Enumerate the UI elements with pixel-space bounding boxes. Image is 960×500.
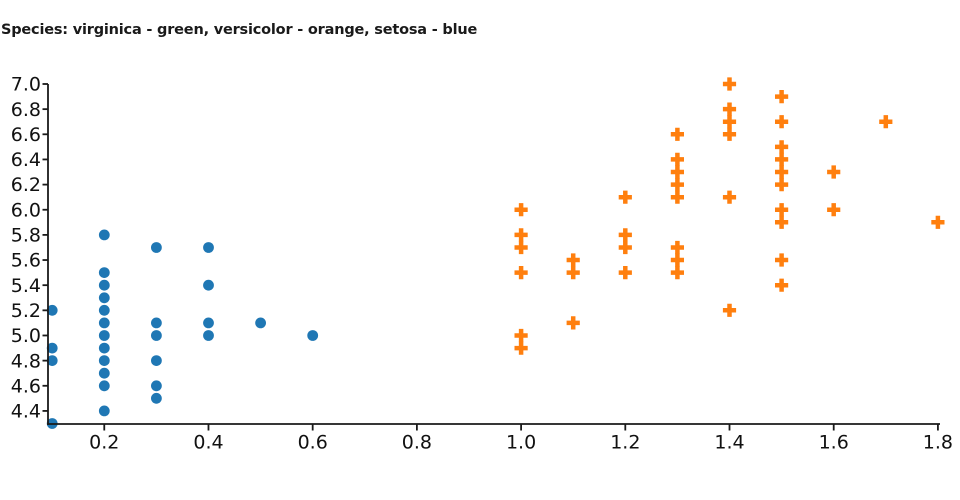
setosa-point	[46, 342, 58, 354]
versicolor-point	[775, 152, 789, 166]
versicolor-point	[722, 127, 737, 141]
y-tick-label: 6.8	[11, 99, 41, 121]
y-tick-label: 5.6	[11, 250, 41, 272]
versicolor-point	[722, 77, 737, 91]
versicolor-point	[775, 278, 789, 292]
y-tick-label: 6.4	[11, 149, 41, 171]
setosa-point	[46, 304, 58, 316]
versicolor-point	[722, 303, 737, 317]
versicolor-point	[775, 253, 789, 267]
versicolor-point	[514, 341, 528, 355]
setosa-point	[98, 267, 110, 278]
x-tick-label: 0.4	[193, 432, 223, 454]
y-tick-label: 5.0	[11, 325, 41, 347]
versicolor-point	[514, 228, 528, 242]
y-tick-label: 5.8	[11, 225, 41, 247]
setosa-point	[98, 355, 110, 366]
versicolor-point	[722, 102, 737, 116]
versicolor-point	[566, 316, 580, 330]
versicolor-point	[514, 266, 528, 280]
y-tick-label: 6.6	[11, 124, 41, 146]
x-tick-label: 1.4	[714, 432, 744, 454]
versicolor-point	[775, 178, 789, 192]
axes-layer	[42, 83, 940, 431]
versicolor-point	[514, 203, 528, 217]
setosa-point	[151, 380, 162, 392]
versicolor-point	[670, 178, 684, 192]
versicolor-point	[931, 215, 945, 229]
versicolor-point	[618, 240, 632, 255]
setosa-point	[151, 355, 162, 366]
setosa-point	[46, 355, 58, 366]
setosa-point	[203, 330, 214, 341]
versicolor-point	[775, 115, 789, 129]
setosa-point	[98, 279, 110, 291]
x-tick-label: 1.0	[506, 432, 536, 454]
x-tick-label: 0.8	[402, 432, 432, 454]
versicolor-point	[670, 152, 684, 166]
points-layer	[46, 77, 945, 429]
y-tick-label: 4.4	[11, 401, 41, 423]
setosa-point	[307, 330, 319, 341]
setosa-point	[98, 229, 110, 241]
setosa-point	[98, 304, 110, 316]
versicolor-point	[670, 240, 684, 255]
versicolor-point	[566, 266, 580, 280]
versicolor-point	[775, 165, 789, 179]
versicolor-point	[879, 115, 893, 129]
versicolor-point	[775, 215, 789, 229]
y-tick-label: 5.4	[11, 275, 41, 297]
versicolor-point	[618, 228, 632, 242]
x-tick-label: 0.2	[89, 432, 119, 454]
setosa-point	[151, 392, 162, 404]
setosa-point	[98, 317, 110, 329]
labels-layer: 0.2 0.4 0.6 0.8 1.0 1.2 1.4 1.6 1.8 4.4 4.6 4.8 5.0 5…	[11, 74, 953, 454]
versicolor-point	[722, 115, 737, 129]
setosa-point	[255, 317, 266, 329]
versicolor-point	[566, 253, 580, 267]
versicolor-point	[618, 266, 632, 280]
setosa-point	[151, 317, 162, 329]
y-tick-label: 5.2	[11, 300, 41, 322]
versicolor-point	[670, 190, 684, 204]
setosa-point	[203, 242, 214, 253]
y-tick-label: 7.0	[11, 74, 41, 96]
versicolor-point	[775, 203, 789, 217]
versicolor-point	[827, 203, 841, 217]
x-tick-label: 1.8	[923, 432, 953, 454]
y-tick-label: 4.8	[11, 350, 41, 372]
y-tick-label: 4.6	[11, 375, 41, 397]
setosa-point	[151, 330, 162, 341]
versicolor-point	[775, 90, 789, 104]
setosa-point	[98, 342, 110, 354]
versicolor-point	[827, 165, 841, 179]
setosa-point	[98, 405, 110, 417]
versicolor-point	[722, 190, 737, 204]
versicolor-point	[670, 253, 684, 267]
versicolor-point	[670, 127, 684, 141]
versicolor-point	[618, 190, 632, 204]
versicolor-point	[775, 140, 789, 154]
chart-title: Species: virginica - green, versicolor -…	[1, 22, 478, 38]
x-tick-label: 0.6	[298, 432, 328, 454]
setosa-point	[203, 317, 214, 329]
versicolor-point	[514, 240, 528, 255]
setosa-point	[98, 367, 110, 379]
y-tick-label: 6.2	[11, 174, 41, 196]
setosa-point	[151, 242, 162, 253]
x-tick-label: 1.6	[819, 432, 849, 454]
versicolor-point	[514, 328, 528, 343]
setosa-point	[98, 380, 110, 392]
setosa-point	[203, 279, 214, 291]
setosa-point	[98, 292, 110, 304]
versicolor-point	[670, 165, 684, 179]
y-tick-label: 6.0	[11, 199, 41, 221]
setosa-point	[98, 330, 110, 341]
x-tick-label: 1.2	[610, 432, 640, 454]
versicolor-point	[670, 266, 684, 280]
